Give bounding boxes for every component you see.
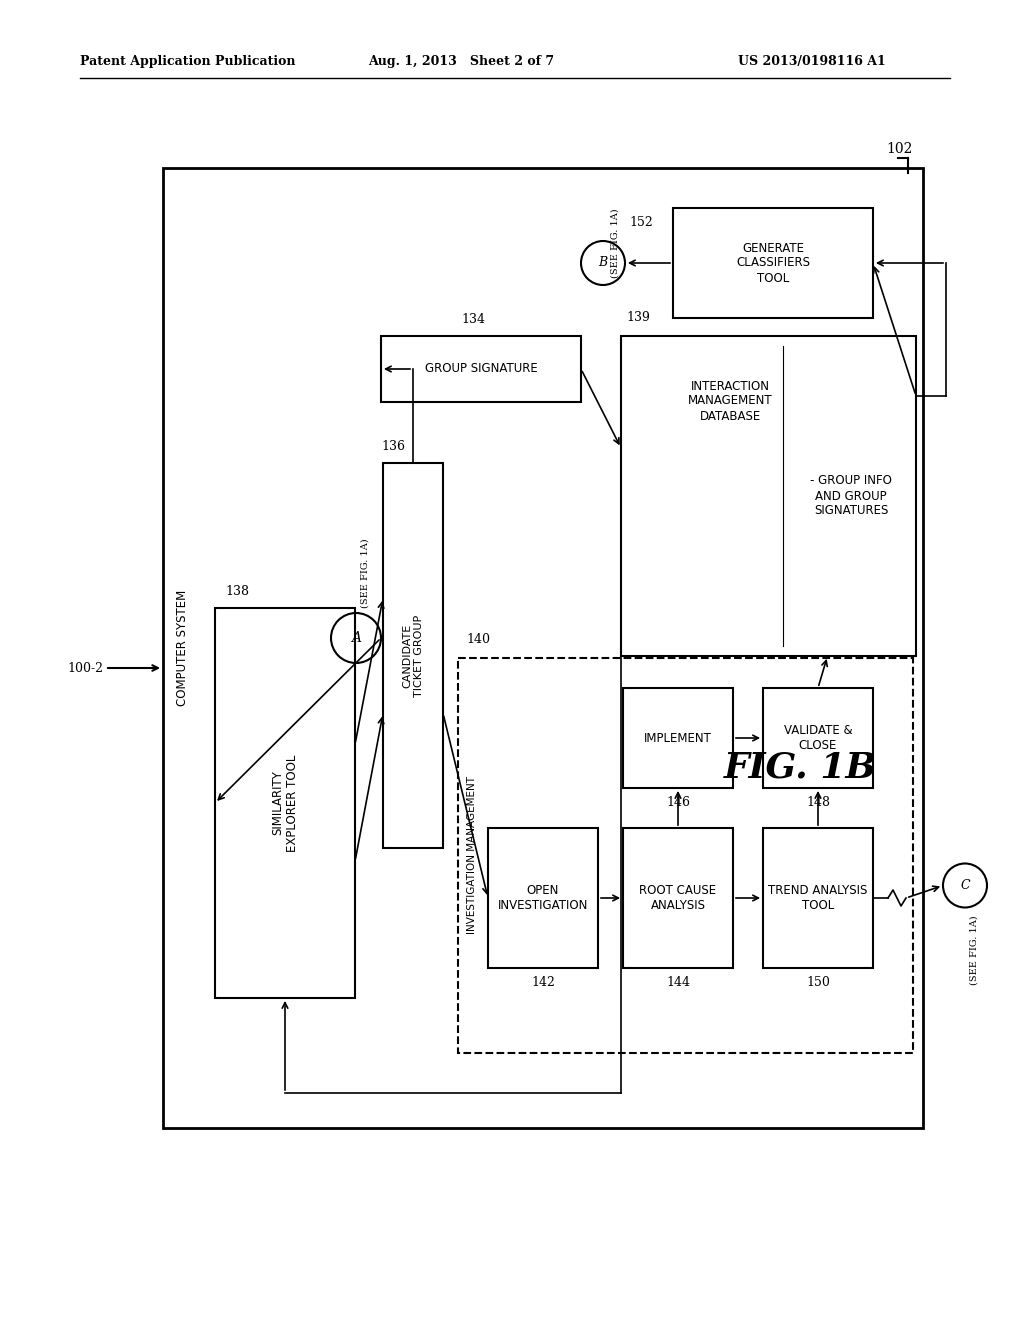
Text: (SEE FIG. 1A): (SEE FIG. 1A) [970,916,979,985]
Text: B: B [598,256,607,269]
Text: COMPUTER SYSTEM: COMPUTER SYSTEM [176,590,189,706]
Text: ROOT CAUSE
ANALYSIS: ROOT CAUSE ANALYSIS [639,884,717,912]
Bar [623,688,733,788]
Text: 140: 140 [466,634,490,645]
Bar [383,463,443,847]
Bar [623,828,733,968]
Text: OPEN
INVESTIGATION: OPEN INVESTIGATION [498,884,588,912]
Text: 144: 144 [666,975,690,989]
Text: 142: 142 [531,975,555,989]
Text: C: C [961,879,970,892]
Text: GENERATE
CLASSIFIERS
TOOL: GENERATE CLASSIFIERS TOOL [736,242,810,285]
Bar [763,688,873,788]
Text: 136: 136 [381,440,406,453]
Text: CANDIDATE
TICKET GROUP: CANDIDATE TICKET GROUP [402,614,424,697]
Text: VALIDATE &
CLOSE: VALIDATE & CLOSE [783,723,852,752]
Text: (SEE FIG. 1A): (SEE FIG. 1A) [611,209,620,277]
Bar [673,209,873,318]
Bar [381,337,581,403]
Text: Aug. 1, 2013   Sheet 2 of 7: Aug. 1, 2013 Sheet 2 of 7 [368,55,554,69]
Text: 102: 102 [887,143,913,156]
Text: A: A [351,631,361,645]
Text: 139: 139 [626,312,650,323]
Text: 138: 138 [225,585,249,598]
Text: INVESTIGATION MANAGEMENT: INVESTIGATION MANAGEMENT [467,776,477,935]
Text: 100-2: 100-2 [67,661,103,675]
Text: 150: 150 [806,975,829,989]
Text: US 2013/0198116 A1: US 2013/0198116 A1 [738,55,886,69]
Text: - GROUP INFO
AND GROUP
SIGNATURES: - GROUP INFO AND GROUP SIGNATURES [810,474,892,517]
Text: TREND ANALYSIS
TOOL: TREND ANALYSIS TOOL [768,884,867,912]
Bar [488,828,598,968]
Bar [458,657,913,1053]
Text: IMPLEMENT: IMPLEMENT [644,731,712,744]
Text: GROUP SIGNATURE: GROUP SIGNATURE [425,363,538,375]
Bar [163,168,923,1129]
Text: 146: 146 [666,796,690,809]
Text: (SEE FIG. 1A): (SEE FIG. 1A) [361,539,370,609]
Bar [621,337,916,656]
Text: INTERACTION
MANAGEMENT
DATABASE: INTERACTION MANAGEMENT DATABASE [688,380,772,422]
Text: SIMILARITY
EXPLORER TOOL: SIMILARITY EXPLORER TOOL [271,754,299,851]
Text: 148: 148 [806,796,830,809]
Text: FIG. 1B: FIG. 1B [724,751,877,785]
Text: 134: 134 [461,313,485,326]
Bar [215,609,355,998]
Text: 152: 152 [630,216,653,228]
Bar [763,828,873,968]
Text: Patent Application Publication: Patent Application Publication [80,55,296,69]
